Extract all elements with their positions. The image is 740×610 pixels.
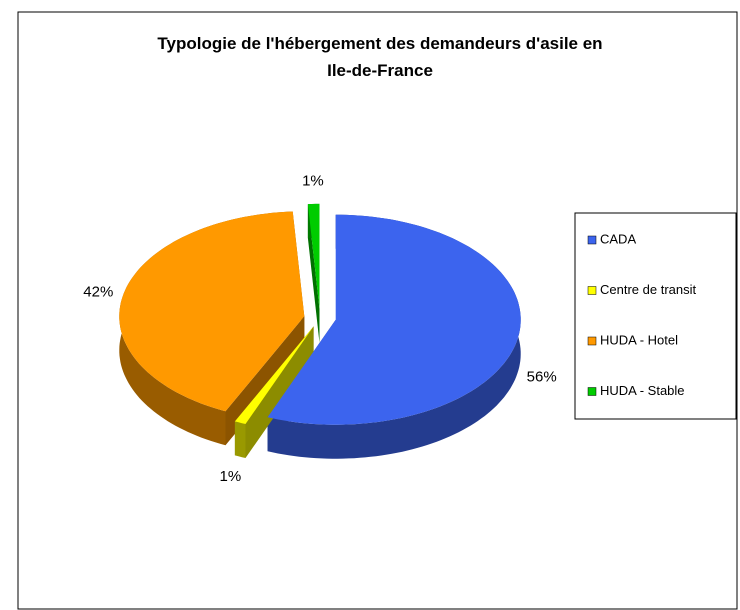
- legend-swatch: [587, 235, 597, 245]
- slice: [307, 203, 320, 309]
- legend-label: HUDA - Stable: [600, 383, 685, 398]
- legend-box: [574, 212, 737, 420]
- slice: [267, 214, 521, 425]
- slice-radial-wall: [234, 326, 314, 456]
- value-label: 1%: [302, 173, 324, 190]
- legend-swatch: [587, 336, 597, 346]
- slice: [119, 211, 305, 412]
- slice-outer-wall: [234, 421, 246, 458]
- slice-side: [234, 326, 314, 458]
- slice-outer-wall: [267, 214, 521, 459]
- value-label: 1%: [220, 468, 242, 485]
- chart-title: Typologie de l'hébergement des demandeur…: [157, 34, 602, 80]
- legend-label: CADA: [600, 231, 636, 246]
- legend-label: HUDA - Hotel: [600, 332, 678, 347]
- slice: [234, 326, 314, 424]
- slice-radial-wall: [307, 204, 320, 343]
- legend-swatch: [587, 286, 597, 295]
- value-label: 42%: [83, 283, 113, 300]
- legend-swatch: [587, 387, 597, 396]
- value-label: 56%: [527, 369, 557, 386]
- legend-label: Centre de transit: [600, 282, 696, 297]
